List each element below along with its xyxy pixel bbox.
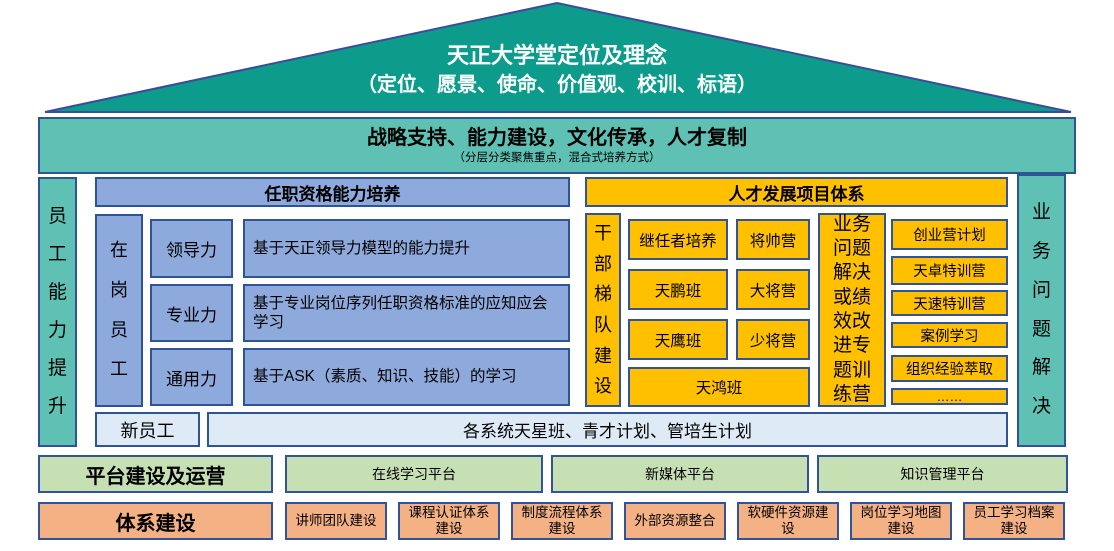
job-learning-map-box: 岗位学习地图建设 bbox=[850, 502, 952, 540]
row-leadership-desc: 基于天正领导力模型的能力提升 bbox=[243, 219, 570, 278]
row-leadership-label: 领导力 bbox=[150, 219, 233, 278]
online-learning-platform-box: 在线学习平台 bbox=[285, 455, 543, 493]
row-general-desc: 基于ASK（素质、知识、技能）的学习 bbox=[243, 348, 570, 406]
left-bar-employee-capability: 员工能力提升 bbox=[38, 177, 77, 447]
startup-camp-box: 创业营计划 bbox=[891, 219, 1008, 250]
row-professional-desc: 基于专业岗位序列任职资格标准的应知应会学习 bbox=[243, 284, 570, 342]
on-job-employee-box: 在岗员工 bbox=[95, 214, 143, 407]
org-experience-box: 组织经验萃取 bbox=[891, 355, 1008, 382]
system-row-label: 体系建设 bbox=[38, 502, 273, 540]
roof-triangle bbox=[44, 1, 1072, 113]
process-system-box: 制度流程体系建设 bbox=[511, 502, 613, 540]
on-job-employee-label: 在岗员工 bbox=[110, 240, 128, 380]
row-professional-label: 专业力 bbox=[150, 284, 233, 342]
strategy-banner-title: 战略支持、能力建设，文化传承，人才复制 bbox=[367, 126, 747, 149]
new-media-platform-box: 新媒体平台 bbox=[551, 455, 809, 493]
ellipsis-box: …… bbox=[891, 388, 1008, 405]
roof-title: 天正大学堂定位及理念 bbox=[446, 43, 667, 68]
strategy-banner: 战略支持、能力建设，文化传承，人才复制 （分层分类聚焦重点，混合式培养方式） bbox=[38, 117, 1076, 174]
strategy-banner-subtitle: （分层分类聚焦重点，混合式培养方式） bbox=[453, 151, 661, 164]
new-staff-label: 新员工 bbox=[95, 412, 200, 447]
row-general-label: 通用力 bbox=[150, 348, 233, 406]
course-certification-box: 课程认证体系建设 bbox=[398, 502, 500, 540]
new-staff-desc: 各系统天星班、青才计划、管培生计划 bbox=[207, 412, 1008, 447]
performance-camp-vertical-box: 业务问题解决或绩效改进专题训练营 bbox=[818, 213, 886, 407]
tianying-class-box: 天鹰班 bbox=[628, 319, 728, 360]
knowledge-mgmt-platform-box: 知识管理平台 bbox=[817, 455, 1068, 493]
case-study-box: 案例学习 bbox=[891, 322, 1008, 348]
shaojiang-camp-box: 少将营 bbox=[736, 319, 810, 360]
jiangshuai-camp-box: 将帅营 bbox=[736, 219, 810, 260]
employee-learning-archive-box: 员工学习档案建设 bbox=[963, 502, 1065, 540]
dajiang-camp-box: 大将营 bbox=[736, 269, 810, 310]
qualification-header: 任职资格能力培养 bbox=[95, 177, 570, 207]
tiansu-camp-box: 天速特训营 bbox=[891, 290, 1008, 316]
lecturer-team-box: 讲师团队建设 bbox=[285, 502, 387, 540]
roof-subtitle: （定位、愿景、使命、价值观、校训、标语） bbox=[357, 74, 757, 96]
tianhong-class-box: 天鸿班 bbox=[628, 367, 810, 407]
right-bar-business-problem: 业务问题解决 bbox=[1017, 174, 1066, 447]
left-bar-label: 员工能力提升 bbox=[47, 206, 67, 417]
successor-training-box: 继任者培养 bbox=[628, 219, 728, 260]
tianpeng-class-box: 天鹏班 bbox=[628, 269, 728, 310]
performance-camp-label: 业务问题解决或绩效改进专题训练营 bbox=[832, 213, 871, 405]
tianzhuo-camp-box: 天卓特训营 bbox=[891, 256, 1008, 285]
platform-row-label: 平台建设及运营 bbox=[38, 455, 273, 493]
right-bar-label: 业务问题解决 bbox=[1031, 201, 1051, 418]
cadre-ladder-box: 干部梯队建设 bbox=[585, 213, 621, 407]
hardware-software-box: 软硬件资源建设 bbox=[737, 502, 839, 540]
talent-header: 人才发展项目体系 bbox=[585, 177, 1008, 207]
cadre-ladder-label: 干部梯队建设 bbox=[594, 223, 612, 397]
external-resources-box: 外部资源整合 bbox=[624, 502, 726, 540]
